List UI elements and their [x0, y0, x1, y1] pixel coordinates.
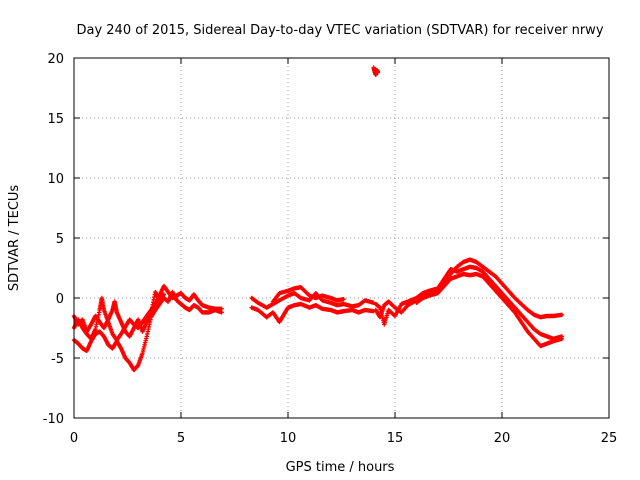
data-point: [341, 297, 346, 302]
x-tick-label: 0: [70, 431, 78, 446]
y-tick-label: 5: [56, 232, 64, 247]
y-axis-label: SDTVAR / TECUs: [7, 185, 22, 292]
y-tick-label: -10: [43, 412, 64, 427]
y-tick-label: 20: [47, 52, 64, 67]
x-tick-label: 10: [280, 431, 297, 446]
x-tick-label: 25: [601, 431, 618, 446]
x-tick-label: 20: [494, 431, 511, 446]
grid-lines: [74, 58, 609, 418]
y-tick-label: 15: [47, 112, 64, 127]
y-tick-label: 10: [47, 172, 64, 187]
data-points: [71, 65, 565, 373]
data-point: [559, 312, 565, 317]
data-point: [161, 292, 167, 297]
chart-title: Day 240 of 2015, Sidereal Day-to-day VTE…: [76, 23, 603, 38]
x-tick-label: 15: [387, 431, 404, 446]
data-point: [219, 310, 224, 315]
axis-ticks: 0 5 10 15 20 25 -10 -5 0 5 10 15 20: [43, 52, 618, 446]
y-tick-label: 0: [56, 292, 64, 307]
x-axis-label: GPS time / hours: [286, 460, 395, 475]
y-tick-label: -5: [51, 352, 64, 367]
x-tick-label: 5: [177, 431, 185, 446]
